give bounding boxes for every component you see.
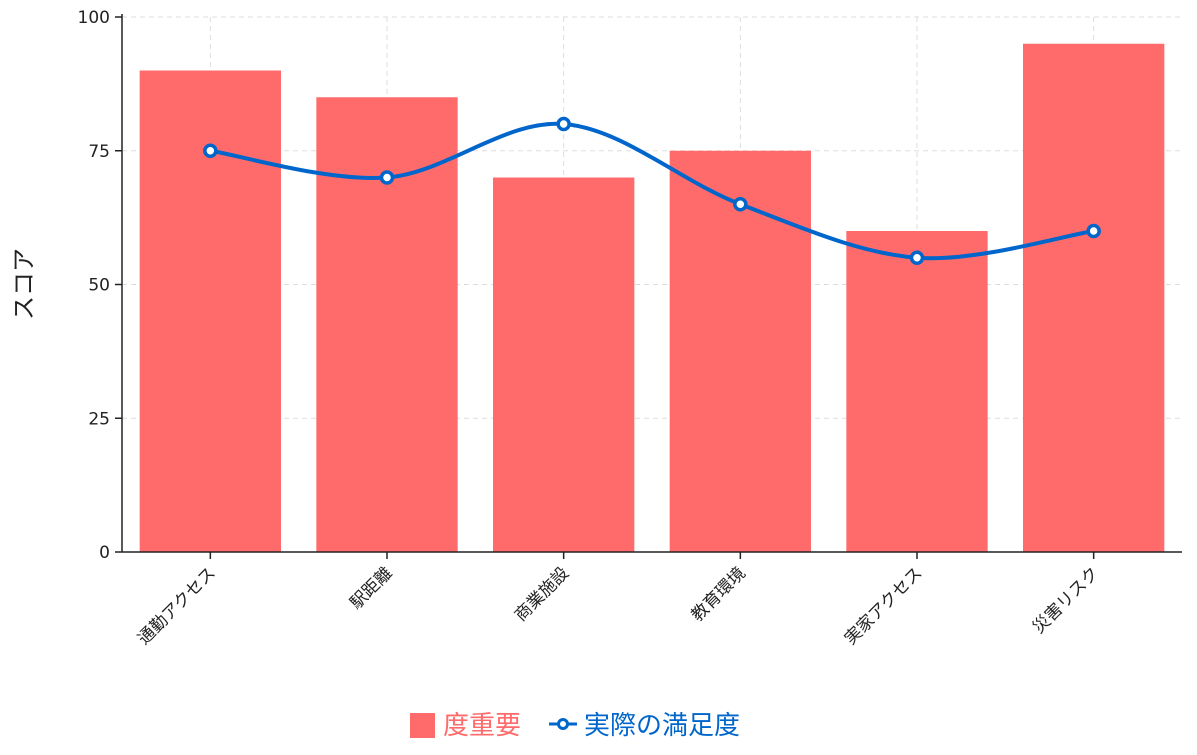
line-point-4 xyxy=(733,197,748,212)
line-path xyxy=(208,121,1096,261)
legend-label-line: 実際の満足度 xyxy=(584,711,740,741)
bar-6 xyxy=(1023,43,1165,552)
x-tick-label: 商業施設 xyxy=(511,563,573,625)
x-tick-label: 通勤アクセス xyxy=(134,563,220,649)
x-tick-label: 教育環境 xyxy=(688,563,750,625)
line-point-6 xyxy=(1086,223,1101,239)
y-tick-label: 0 xyxy=(99,543,110,563)
line-point-1 xyxy=(203,143,218,158)
line-point-3 xyxy=(556,116,571,132)
x-tick-label: 実家アクセス xyxy=(841,563,927,649)
bar-3 xyxy=(493,177,635,552)
bar-4 xyxy=(669,150,811,552)
axes xyxy=(115,14,1182,559)
bar-5 xyxy=(846,231,988,552)
line-point-2 xyxy=(379,170,395,185)
bar-1 xyxy=(139,70,281,552)
y-tick-label: 50 xyxy=(88,276,110,296)
y-tick-label: 100 xyxy=(78,8,110,28)
x-tick-label: 災害リスク xyxy=(1029,563,1103,637)
y-axis-title: スコア xyxy=(10,248,38,320)
line-point-5 xyxy=(909,250,925,265)
bar-series xyxy=(139,43,1165,552)
line-series xyxy=(203,116,1101,265)
y-tick-label: 75 xyxy=(88,142,110,162)
legend-swatch-bar xyxy=(410,713,435,738)
legend[interactable]: 度重要 実際の満足度 xyxy=(410,711,740,741)
legend-label-bar: 度重要 xyxy=(443,711,521,741)
legend-item-line[interactable]: 実際の満足度 xyxy=(549,711,740,741)
x-tick-label: 駅距離 xyxy=(346,563,396,613)
legend-swatch-marker xyxy=(557,718,569,730)
legend-item-bar[interactable]: 度重要 xyxy=(410,711,521,741)
y-tick-label: 25 xyxy=(88,409,110,429)
